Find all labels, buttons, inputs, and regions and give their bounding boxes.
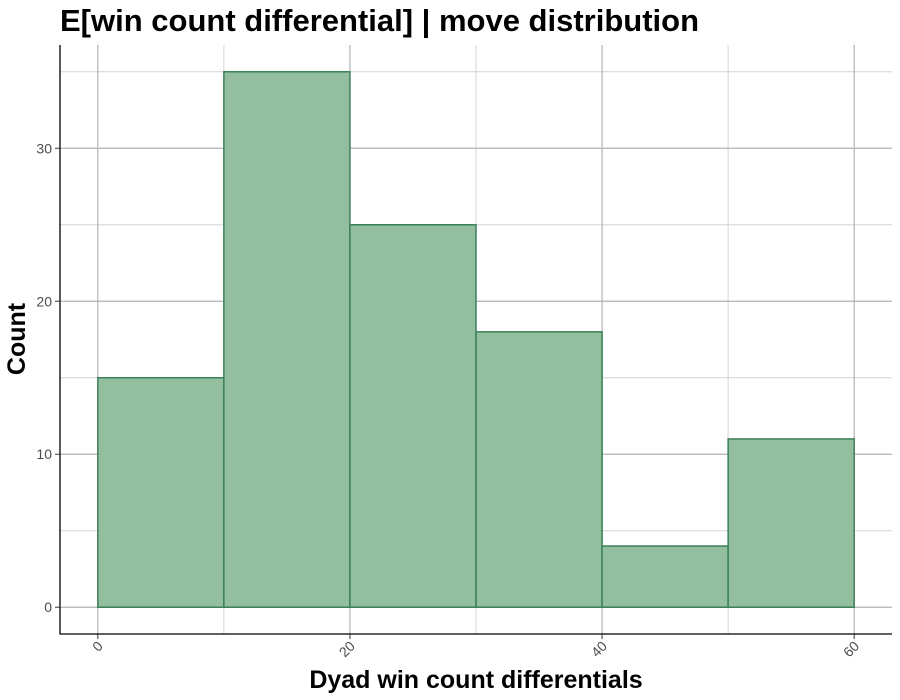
axes-layer (59, 45, 892, 635)
histogram-bar-5 (727, 438, 855, 608)
y-tick-label: 0 (44, 599, 52, 615)
histogram-bar-3 (475, 331, 603, 608)
histogram-bar-4 (601, 545, 729, 608)
x-tick-label: 60 (840, 638, 862, 660)
y-tick-label: 20 (36, 293, 52, 309)
y-axis-title: Count (3, 302, 31, 375)
chart-title: E[win count differential] | move distrib… (60, 3, 699, 38)
x-tick-label: 20 (336, 638, 358, 660)
y-tick-label: 10 (36, 446, 52, 462)
histogram-bar-2 (349, 224, 477, 608)
bars-layer (97, 71, 855, 608)
histogram-bar-1 (223, 71, 351, 608)
x-tick-label: 40 (588, 638, 610, 660)
x-axis-title: Dyad win count differentials (309, 666, 642, 694)
histogram-bar-0 (97, 376, 225, 608)
y-tick-label: 30 (36, 140, 52, 156)
x-tick-label: 0 (89, 638, 106, 655)
